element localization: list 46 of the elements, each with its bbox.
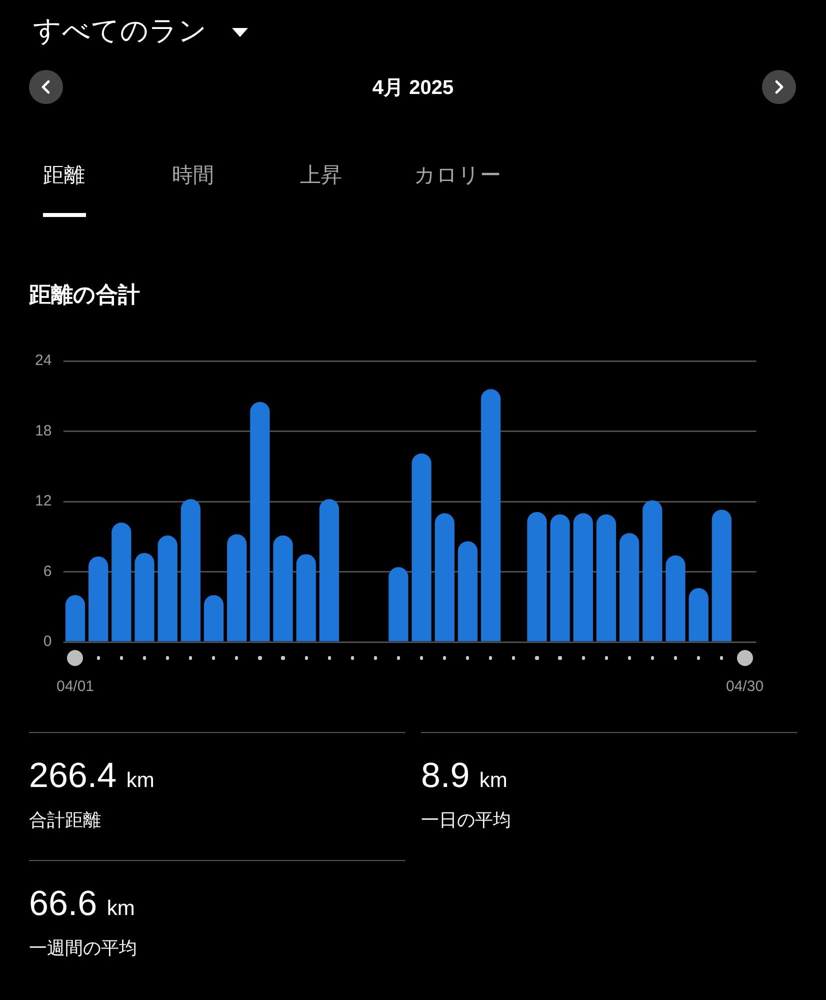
y-tick-label: 12: [35, 492, 52, 510]
bar: [712, 510, 732, 642]
text: 距離: [43, 163, 85, 189]
bar: [596, 514, 616, 642]
x-tick-label: 04/01: [56, 678, 94, 696]
text: 8.9 km: [421, 756, 508, 795]
bar: [250, 402, 270, 642]
bar: [134, 553, 154, 642]
y-tick-label: 24: [35, 352, 52, 370]
bar: [620, 533, 640, 642]
bar: [480, 389, 501, 642]
x-tick-label: 04/30: [726, 678, 764, 696]
bar: [412, 453, 432, 642]
bar: [388, 567, 408, 642]
text: 上昇: [300, 163, 342, 189]
text: すべてのラン: [33, 14, 207, 48]
bar: [88, 556, 108, 642]
bar: [527, 512, 547, 642]
bar: [158, 535, 178, 642]
text: 時間: [172, 163, 214, 189]
bar: [434, 513, 454, 642]
bar: [666, 555, 686, 642]
bar: [227, 534, 247, 642]
bar: [550, 514, 570, 642]
text: 合計距離: [29, 809, 101, 832]
text: 一週間の平均: [29, 937, 137, 960]
bar: [642, 500, 662, 642]
bar: [573, 513, 593, 642]
bar: [296, 554, 316, 642]
text: 266.4 km: [29, 756, 154, 795]
bar: [273, 535, 293, 642]
y-tick-label: 0: [43, 633, 52, 650]
bar: [112, 522, 132, 642]
y-tick-label: 18: [35, 422, 52, 440]
text: カロリー: [414, 163, 501, 189]
text: 66.6 km: [29, 884, 135, 923]
bar: [458, 541, 478, 642]
text: 一日の平均: [421, 809, 511, 832]
bar: [204, 595, 224, 642]
bar: [688, 588, 708, 642]
bar: [65, 595, 86, 642]
text: 4月 2025: [371, 76, 455, 101]
y-tick-label: 6: [43, 562, 52, 580]
bar: [180, 499, 200, 642]
bar: [319, 499, 340, 642]
chart-title: 距離の合計: [29, 281, 140, 309]
